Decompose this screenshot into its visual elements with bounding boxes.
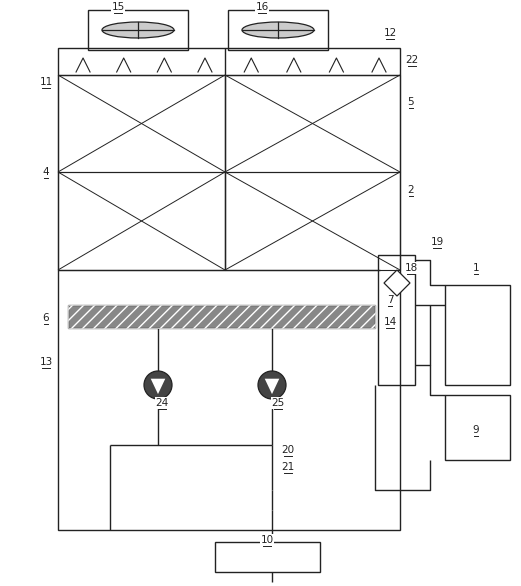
Text: 1: 1: [473, 263, 479, 273]
Text: 18: 18: [404, 263, 418, 273]
Text: 2: 2: [408, 185, 414, 195]
Text: 22: 22: [405, 55, 419, 65]
Text: 21: 21: [281, 462, 294, 472]
Text: 16: 16: [255, 2, 269, 12]
Text: 19: 19: [430, 237, 443, 247]
Text: 10: 10: [260, 535, 274, 545]
Text: 7: 7: [387, 295, 393, 305]
Text: 11: 11: [40, 77, 53, 87]
Text: 12: 12: [383, 28, 396, 38]
Polygon shape: [265, 379, 279, 394]
Polygon shape: [151, 379, 165, 394]
Polygon shape: [68, 305, 375, 328]
Text: 13: 13: [40, 357, 53, 367]
Text: 5: 5: [408, 97, 414, 107]
Text: 9: 9: [473, 425, 479, 435]
Text: 20: 20: [281, 445, 294, 455]
Text: 4: 4: [43, 167, 49, 177]
Text: 24: 24: [155, 398, 169, 408]
Text: 6: 6: [43, 313, 49, 323]
Text: 25: 25: [271, 398, 284, 408]
Ellipse shape: [242, 22, 314, 38]
Polygon shape: [384, 270, 410, 296]
Circle shape: [258, 371, 286, 399]
Text: 14: 14: [383, 317, 396, 327]
Ellipse shape: [102, 22, 174, 38]
Text: 15: 15: [111, 2, 125, 12]
Circle shape: [144, 371, 172, 399]
